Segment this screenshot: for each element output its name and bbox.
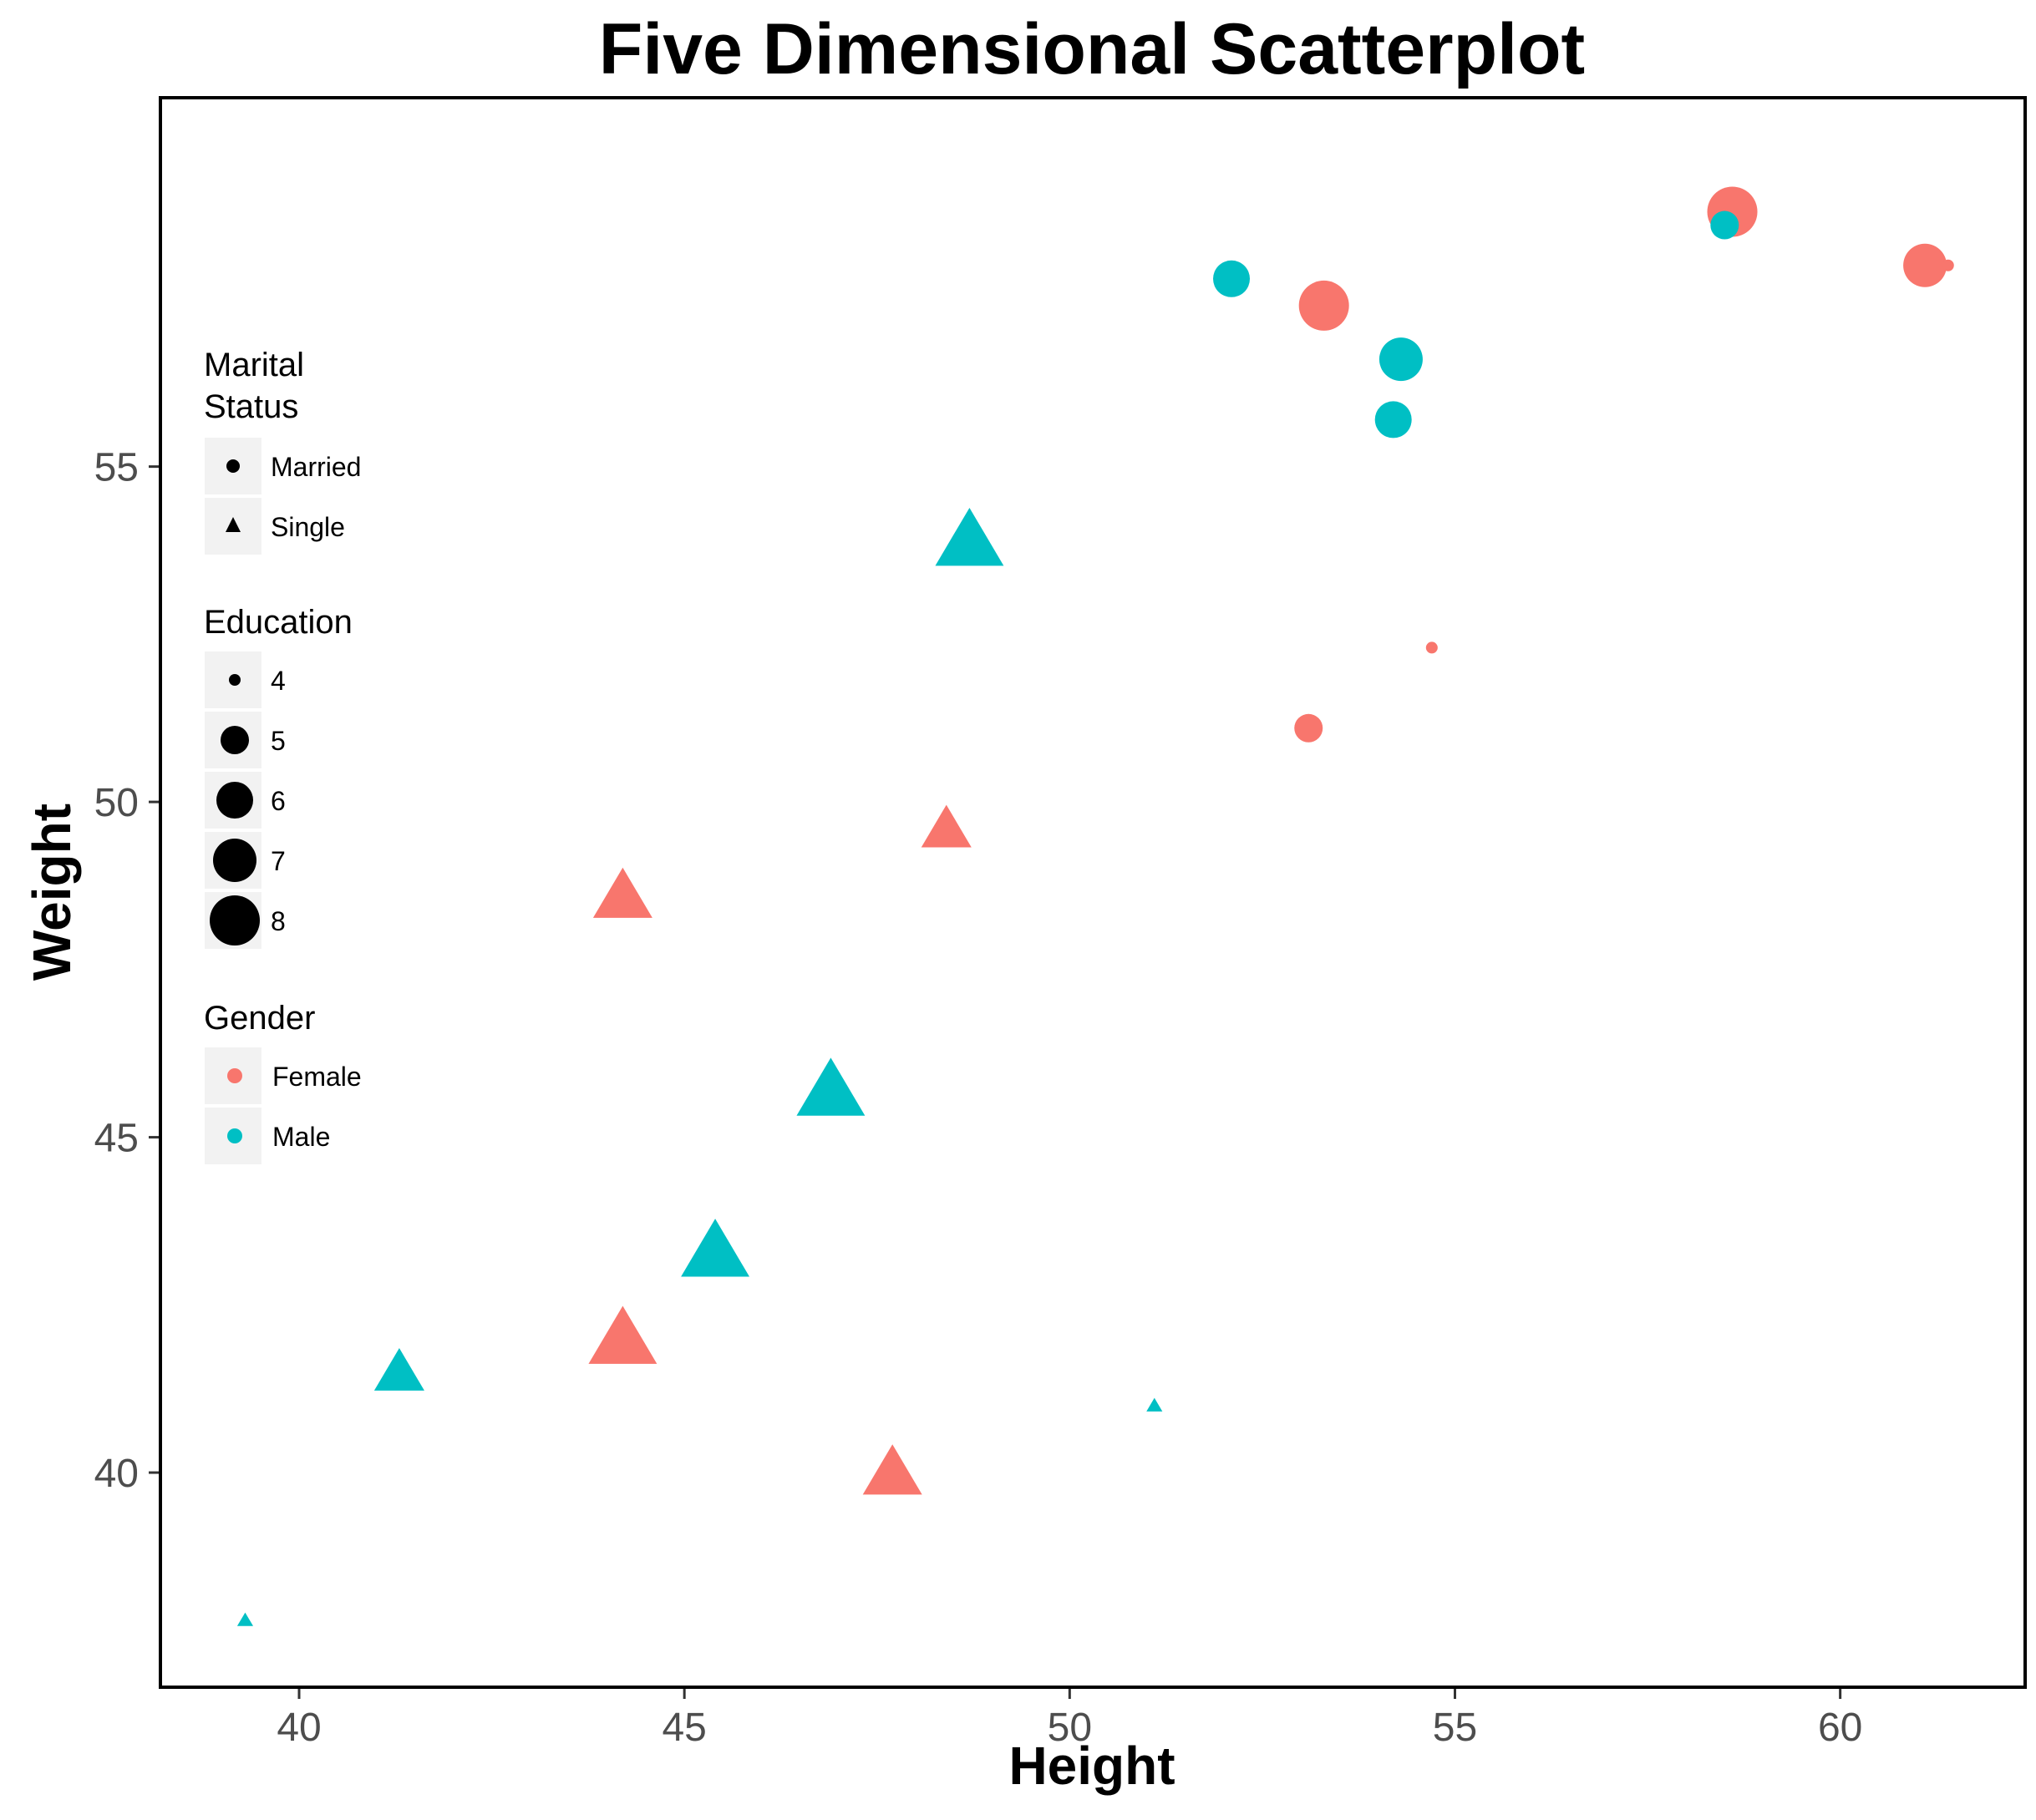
y-tick-label: 45: [94, 1117, 139, 1161]
legend-marital-status: Marital Status Married Single: [204, 347, 361, 555]
x-axis-title: Height: [1008, 1736, 1175, 1796]
legend-education-6-label: 6: [271, 786, 286, 816]
legend-education-5-marker: [221, 726, 249, 754]
data-point-female-married: [1294, 713, 1323, 743]
legend-male-label: Male: [272, 1122, 330, 1152]
x-tick-label: 40: [277, 1706, 321, 1750]
data-point-female-married: [1942, 259, 1954, 271]
data-point-female-single: [921, 804, 972, 848]
x-axis: 40 45 50 55 60: [277, 1689, 1862, 1750]
legend-education-5-label: 5: [271, 726, 286, 756]
x-tick-label: 55: [1433, 1706, 1477, 1750]
legend-married-label: Married: [271, 452, 361, 482]
data-point-female-married: [1903, 243, 1947, 287]
legend-education-4-label: 4: [271, 666, 286, 696]
legend-gender: Gender Female Male: [204, 1000, 362, 1164]
legend-single-marker: [226, 517, 241, 532]
y-tick-label: 50: [94, 781, 139, 825]
legend-education-title: Education: [204, 604, 353, 641]
data-point-male-married: [1378, 337, 1423, 382]
legend-marital-title-line2: Status: [204, 388, 298, 425]
legend-education-7-label: 7: [271, 846, 286, 876]
legend-education-7-marker: [213, 839, 256, 882]
legend-education: Education 4 5 6 7 8: [204, 604, 353, 949]
legend-married-marker: [226, 459, 240, 473]
data-point-female-married: [1425, 641, 1438, 654]
y-axis: 40 45 50 55: [94, 446, 159, 1496]
legend-male-marker: [227, 1128, 242, 1143]
y-tick-label: 55: [94, 446, 139, 490]
x-tick-label: 60: [1818, 1706, 1862, 1750]
legend: Marital Status Married Single Education …: [204, 347, 362, 1164]
legend-female-marker: [227, 1068, 242, 1083]
data-point-female-single: [862, 1444, 922, 1495]
data-point-female-married: [1298, 280, 1349, 331]
data-point-male-single: [373, 1348, 424, 1391]
legend-education-6-marker: [216, 782, 253, 819]
data-point-male-married: [1374, 401, 1412, 439]
data-point-female-single: [588, 1305, 658, 1364]
legend-female-label: Female: [272, 1062, 362, 1092]
data-point-male-married: [1710, 210, 1739, 240]
data-point-male-single: [935, 507, 1004, 566]
legend-marital-title-line1: Marital: [204, 347, 304, 383]
x-tick-label: 45: [662, 1706, 706, 1750]
points-layer: [236, 186, 1954, 1626]
x-tick-label: 50: [1048, 1706, 1092, 1750]
y-tick-label: 40: [94, 1452, 139, 1496]
legend-education-8-label: 8: [271, 906, 286, 936]
legend-single-label: Single: [271, 512, 345, 542]
legend-education-4-marker: [229, 674, 241, 686]
data-point-male-married: [1213, 260, 1251, 297]
data-point-male-single: [236, 1612, 254, 1626]
plot-panel: [159, 96, 2027, 1689]
chart-title: Five Dimensional Scatterplot: [599, 9, 1585, 89]
legend-education-8-marker: [210, 895, 260, 945]
legend-gender-title: Gender: [204, 1000, 315, 1037]
y-axis-title: Weight: [22, 804, 82, 981]
data-point-male-single: [681, 1219, 750, 1277]
data-point-male-single: [1146, 1397, 1163, 1412]
data-point-female-single: [592, 867, 652, 918]
data-point-male-single: [796, 1057, 866, 1116]
